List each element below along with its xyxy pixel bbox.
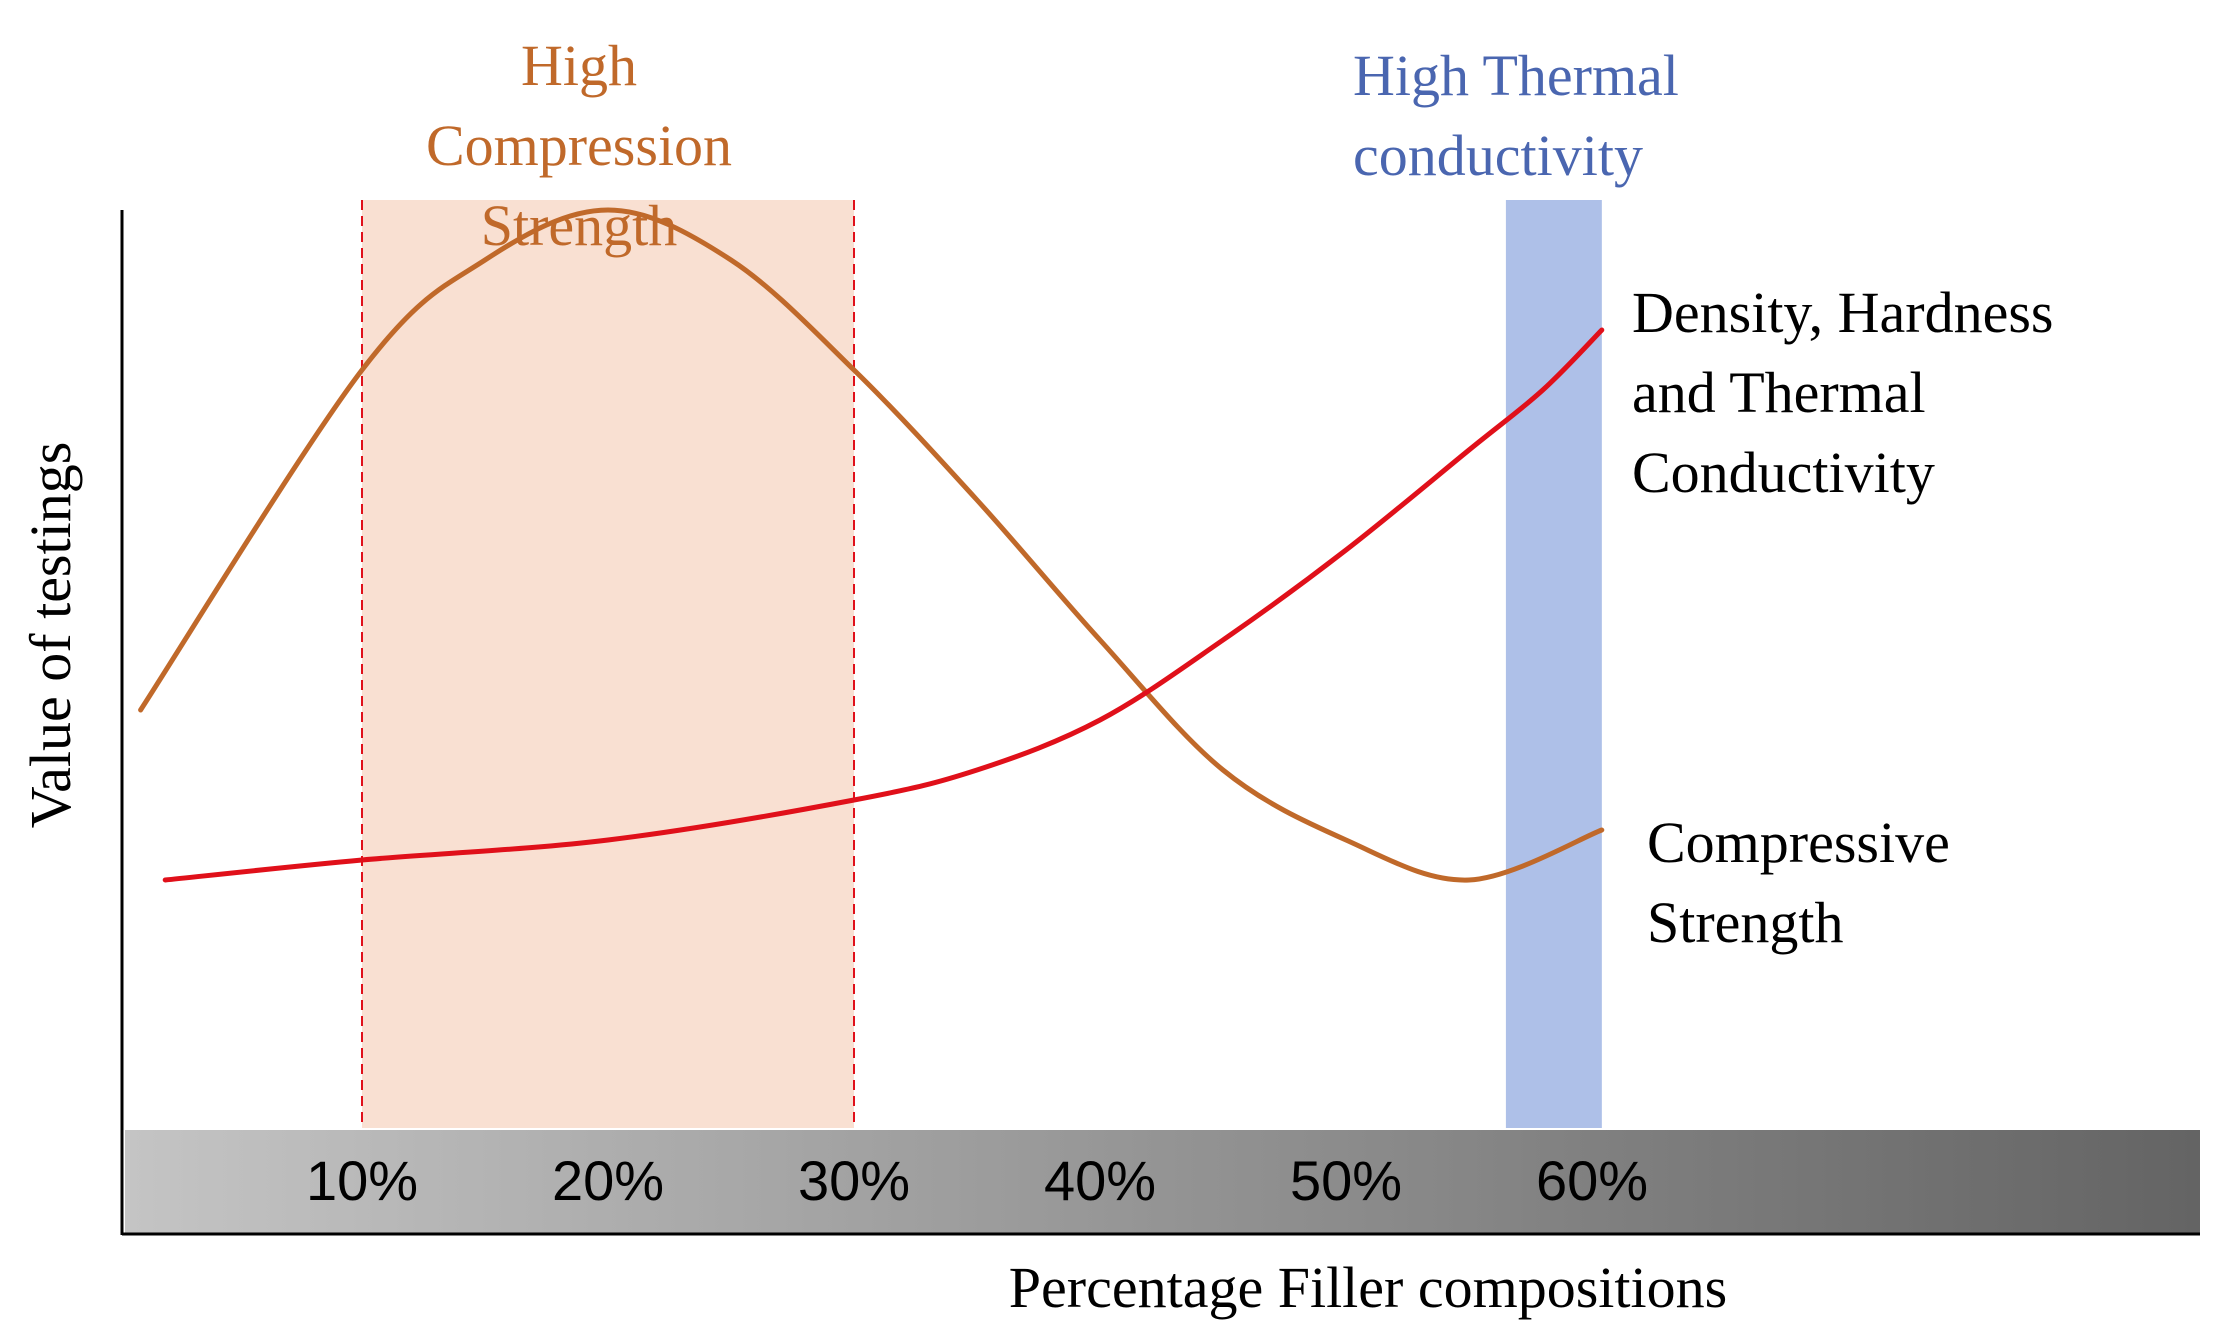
series-line-1 — [162, 327, 1605, 883]
x-tick-labels: 10% 20% 30% 40% 50% 60% — [306, 1149, 1648, 1212]
y-axis-label: Value of testings — [18, 442, 83, 829]
series-labels: Density, Hardness and Thermal Conductivity… — [1632, 280, 2054, 955]
series-label-compressive: Strength — [1647, 890, 1844, 955]
x-tick-label: 20% — [552, 1149, 664, 1212]
regions-layer — [361, 200, 1602, 1128]
region-label-compression: Strength — [481, 193, 678, 258]
x-tick-label: 10% — [306, 1149, 418, 1212]
region-labels: High Compression Strength High Thermal condu… — [426, 33, 1679, 258]
percentage-strip — [125, 1130, 2200, 1233]
x-tick-label: 50% — [1290, 1149, 1402, 1212]
series-line-0 — [138, 207, 1605, 883]
region-label-compression: Compression — [426, 113, 732, 178]
x-tick-label: 60% — [1536, 1149, 1648, 1212]
series-label-density: Density, Hardness — [1632, 280, 2054, 345]
region-band-0 — [362, 200, 854, 1128]
series-label-compressive: Compressive — [1647, 810, 1950, 875]
series-layer — [138, 207, 1605, 883]
x-axis-label: Percentage Filler compositions — [1009, 1255, 1727, 1320]
region-band-1 — [1505, 200, 1602, 1128]
x-tick-label: 30% — [798, 1149, 910, 1212]
series-label-density: and Thermal — [1632, 360, 1926, 425]
x-tick-label: 40% — [1044, 1149, 1156, 1212]
region-label-thermal: conductivity — [1353, 123, 1643, 188]
region-label-compression: High — [521, 33, 637, 98]
region-label-thermal: High Thermal — [1353, 43, 1679, 108]
series-label-density: Conductivity — [1632, 440, 1935, 505]
